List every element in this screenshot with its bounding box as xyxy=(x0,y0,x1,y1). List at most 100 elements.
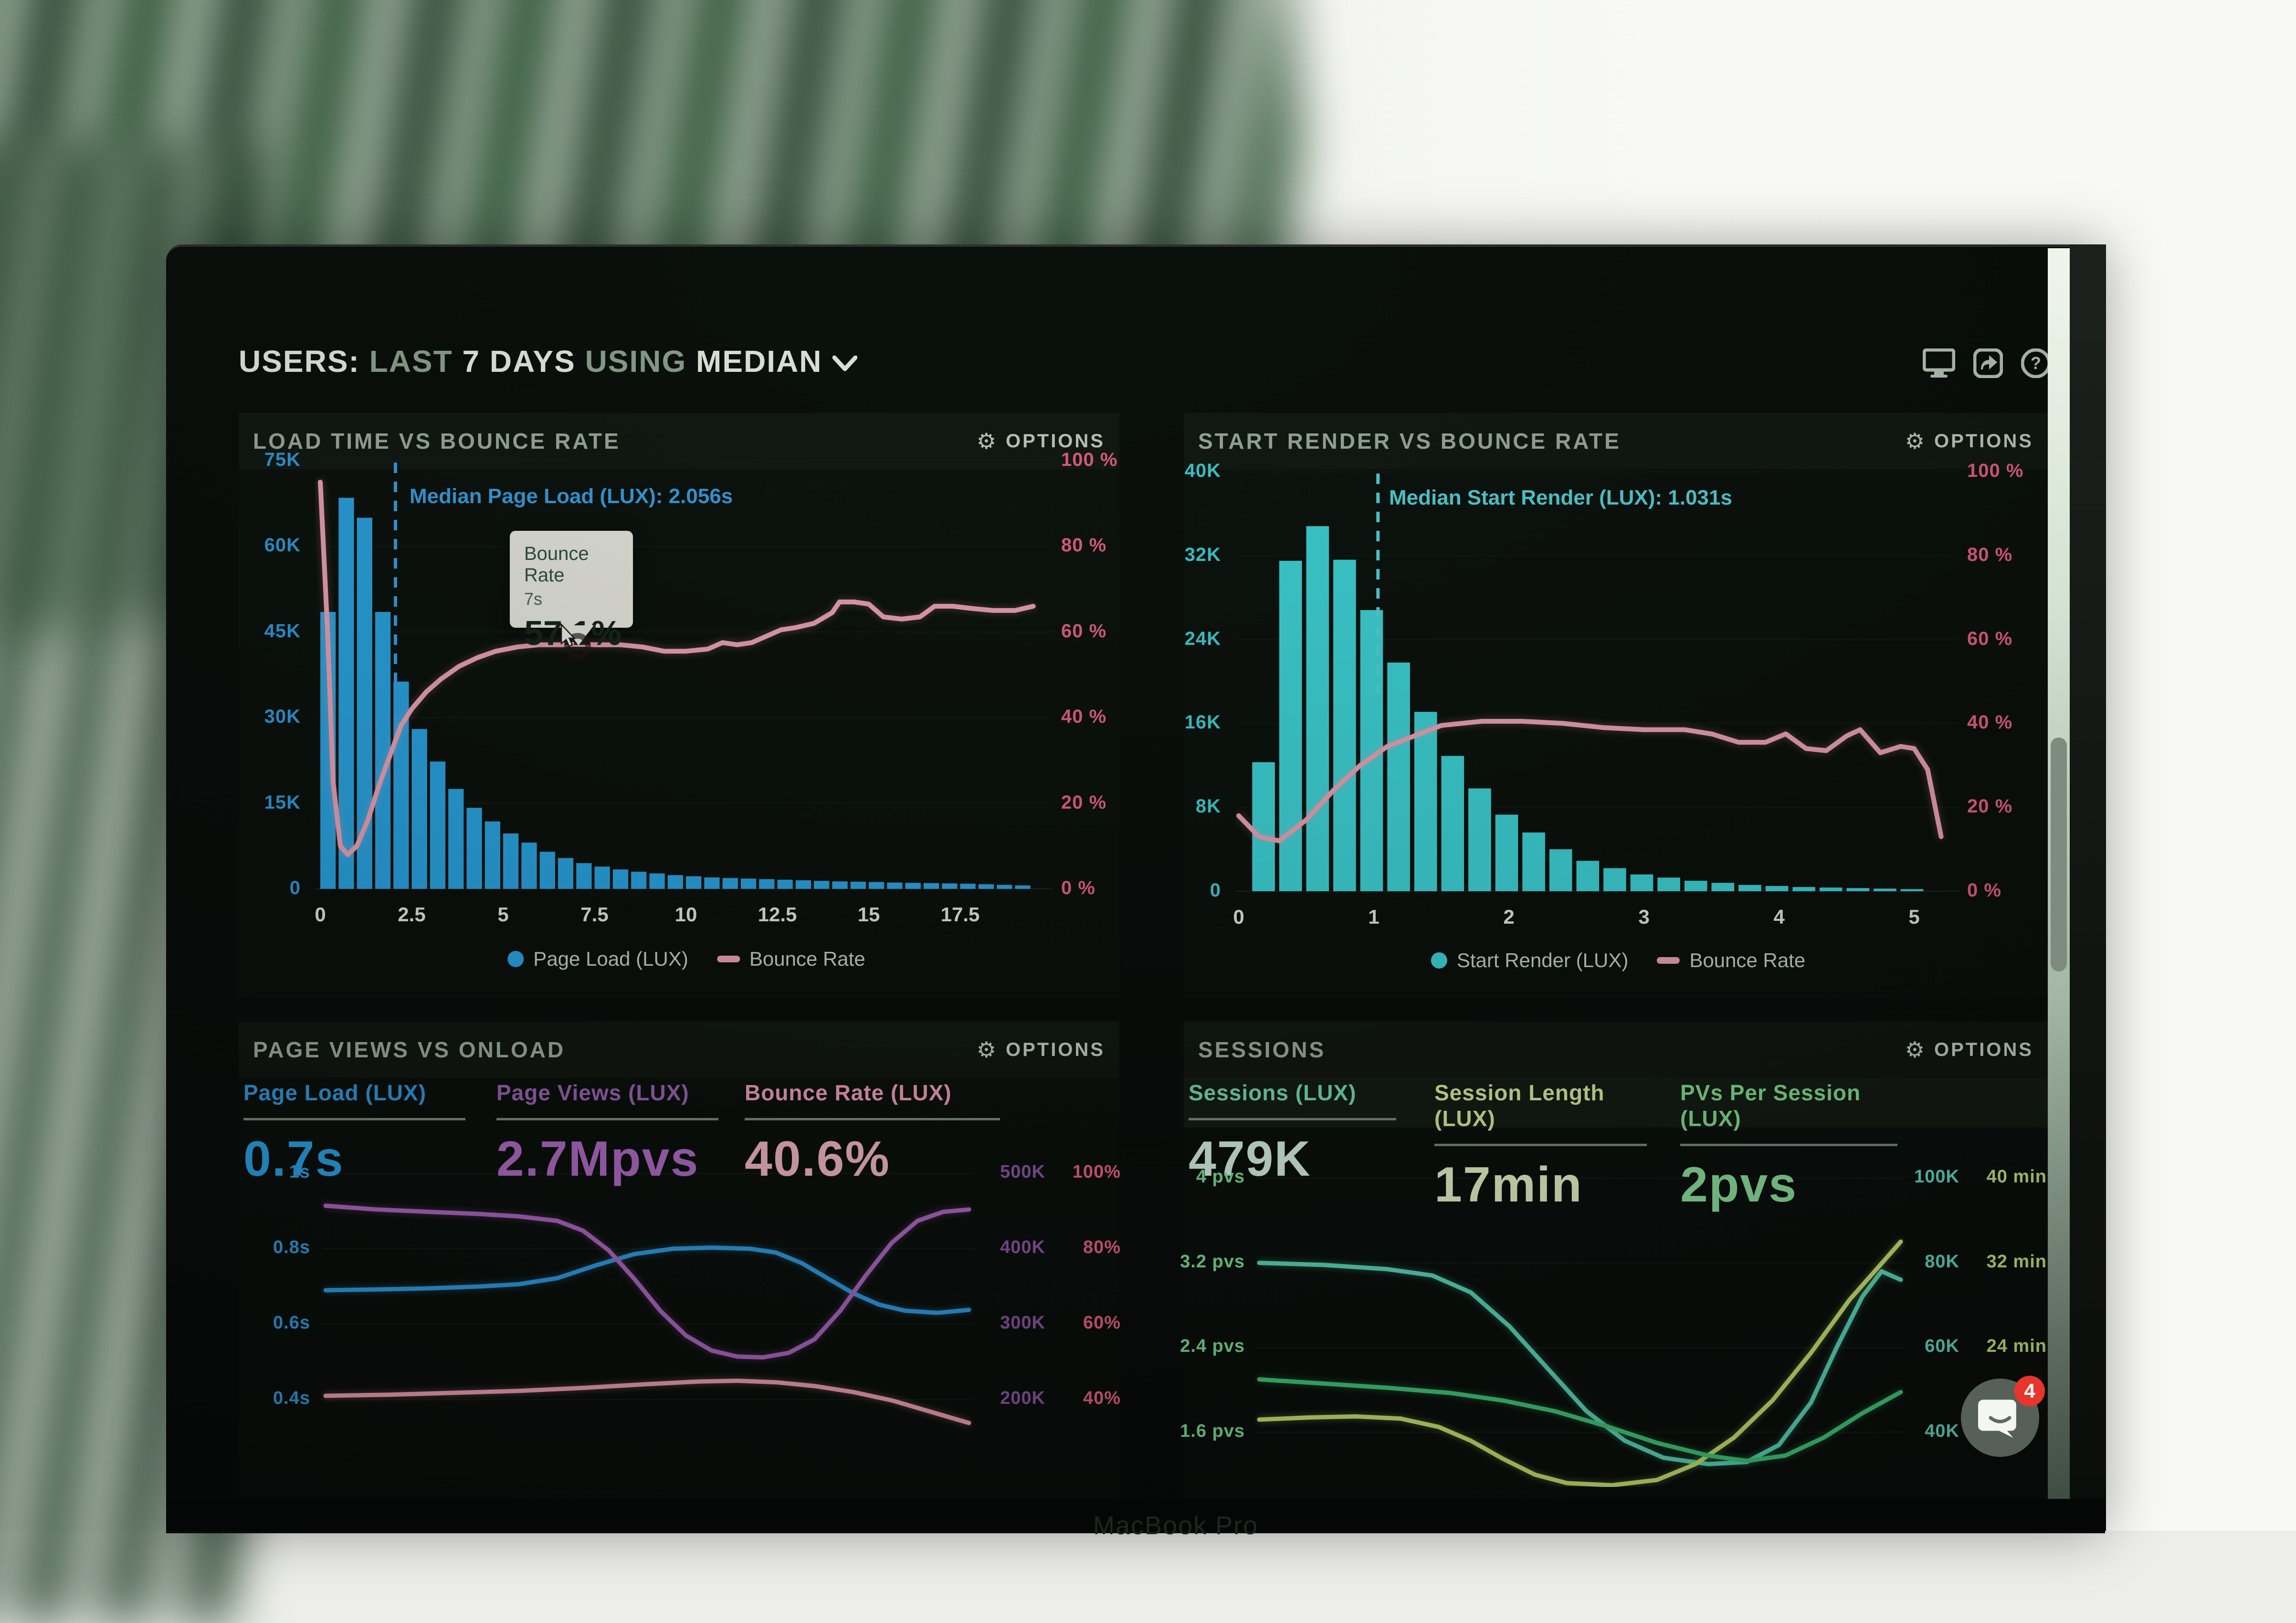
axis-tick-label: 0.4s xyxy=(273,1388,310,1408)
options-label: OPTIONS xyxy=(1934,430,2033,452)
axis-tick-label: 0.6s xyxy=(273,1313,310,1333)
gear-icon: ⚙ xyxy=(976,428,998,454)
laptop-bezel-bottom xyxy=(166,1499,2105,1531)
axis-tick-label: 8K xyxy=(1195,796,1221,817)
help-icon[interactable]: ? xyxy=(2021,348,2051,378)
metric-rule xyxy=(1189,1118,1396,1120)
intercom-chat-icon xyxy=(1978,1400,2016,1438)
axis-tick-label: 3.2 pvs xyxy=(1180,1251,1245,1272)
axis-tick-label: 24K xyxy=(1184,628,1221,649)
x-axis-tick-label: 0 xyxy=(315,903,326,926)
scrollbar-thumb[interactable] xyxy=(2051,738,2067,971)
x-axis-tick-label: 1 xyxy=(1368,906,1380,928)
axis-tick-label: 80 % xyxy=(1967,544,2013,565)
axis-tick-label: 15K xyxy=(264,791,301,813)
panel-title-page-views: PAGE VIEWS VS ONLOAD xyxy=(253,1037,566,1062)
header-title-segment: 7 DAYS xyxy=(453,344,576,379)
axis-tick-label: 45K xyxy=(264,620,301,642)
options-label: OPTIONS xyxy=(1005,430,1105,452)
options-label: OPTIONS xyxy=(1005,1039,1105,1060)
axis-tick-label: 60 % xyxy=(1967,628,2013,649)
axis-tick-label: 200K xyxy=(1000,1388,1045,1408)
axis-tick-label: 100 % xyxy=(1061,449,1118,470)
bounce-rate-tooltip: Bounce Rate 7s 57.1% xyxy=(510,531,633,653)
x-axis-tick-label: 12.5 xyxy=(758,903,797,926)
tooltip-series: Bounce Rate xyxy=(524,543,589,586)
axis-tick-label: 1s xyxy=(289,1162,310,1182)
axis-tick-label: 24 min xyxy=(1986,1336,2047,1356)
x-axis-tick-label: 7.5 xyxy=(580,903,609,926)
metric-value-page-views: 2.7Mpvs xyxy=(496,1131,699,1187)
legend-page-load: Page Load (LUX) xyxy=(507,948,688,970)
page-title: USERS: LAST 7 DAYS USING MEDIAN xyxy=(239,344,822,379)
metric-rule xyxy=(1434,1144,1647,1146)
axis-tick-label: 40 % xyxy=(1967,712,2013,733)
mouse-cursor-icon xyxy=(560,623,591,660)
x-axis-tick-label: 10 xyxy=(674,903,697,926)
axis-tick-label: 0 % xyxy=(1061,877,1095,898)
axis-tick-label: 60K xyxy=(1925,1336,1959,1356)
options-label: OPTIONS xyxy=(1934,1039,2033,1060)
options-button-start-render[interactable]: ⚙ OPTIONS xyxy=(1905,430,2033,452)
metric-value-page-load: 0.7s xyxy=(243,1131,344,1187)
axis-tick-label: 100 % xyxy=(1967,460,2024,481)
axis-tick-label: 4 pvs xyxy=(1196,1167,1245,1187)
axis-tick-label: 0.8s xyxy=(273,1237,310,1257)
axis-tick-label: 80 % xyxy=(1061,535,1107,556)
x-axis-tick-label: 5 xyxy=(497,903,509,926)
metric-value-session-length: 17min xyxy=(1434,1157,1583,1212)
axis-tick-label: 40K xyxy=(1925,1421,1959,1441)
axis-tick-label: 0 % xyxy=(1967,880,2001,901)
panel-title-sessions: SESSIONS xyxy=(1198,1037,1326,1062)
options-button-sessions[interactable]: ⚙ OPTIONS xyxy=(1905,1039,2033,1061)
metric-label-page-load: Page Load (LUX) xyxy=(243,1080,427,1105)
gear-icon: ⚙ xyxy=(1905,1037,1927,1063)
x-axis-tick-label: 2.5 xyxy=(398,903,426,926)
legend-dash-icon xyxy=(716,956,740,962)
metric-rule xyxy=(243,1118,465,1120)
svg-text:?: ? xyxy=(2031,353,2041,373)
legend-bounce-rate: Bounce Rate xyxy=(716,948,865,970)
panel-title-start-render: START RENDER VS BOUNCE RATE xyxy=(1198,429,1621,453)
axis-tick-label: 60K xyxy=(264,535,301,556)
axis-tick-label: 20 % xyxy=(1061,791,1107,813)
axis-tick-label: 0 xyxy=(289,877,301,898)
header-title-segment: MEDIAN xyxy=(686,344,822,379)
start-render-histogram xyxy=(1235,472,1959,892)
page-views-line-chart xyxy=(321,1173,974,1425)
x-axis-tick-label: 5 xyxy=(1908,906,1920,928)
axis-tick-label: 100% xyxy=(1072,1162,1121,1182)
axis-tick-label: 80% xyxy=(1083,1237,1121,1257)
axis-tick-label: 16K xyxy=(1184,712,1221,733)
chat-launcher-button[interactable] xyxy=(1961,1379,2039,1457)
x-axis-tick-label: 3 xyxy=(1638,906,1650,928)
axis-tick-label: 40 % xyxy=(1061,706,1107,727)
axis-tick-label: 500K xyxy=(1000,1162,1045,1182)
metric-label-page-views: Page Views (LUX) xyxy=(496,1080,689,1105)
x-axis-tick-label: 17.5 xyxy=(940,903,980,926)
laptop-bezel-right xyxy=(2070,244,2106,1531)
metric-rule xyxy=(1680,1144,1897,1146)
axis-tick-label: 0 xyxy=(1210,880,1221,901)
options-button-load-time[interactable]: ⚙ OPTIONS xyxy=(977,430,1105,452)
axis-tick-label: 80K xyxy=(1925,1251,1959,1272)
metric-value-pvs-per-session: 2pvs xyxy=(1680,1157,1798,1212)
header-title-segment: USING xyxy=(575,344,687,379)
share-icon[interactable] xyxy=(1973,348,2003,378)
legend-dash-icon xyxy=(1657,957,1680,964)
gear-icon: ⚙ xyxy=(976,1037,998,1063)
axis-tick-label: 32 min xyxy=(1986,1251,2047,1272)
metric-value-sessions: 479K xyxy=(1189,1131,1311,1187)
options-button-page-views[interactable]: ⚙ OPTIONS xyxy=(977,1039,1105,1061)
legend-dot-icon xyxy=(1431,952,1447,969)
display-icon[interactable] xyxy=(1923,348,1955,378)
axis-tick-label: 40% xyxy=(1083,1388,1121,1408)
chevron-down-icon[interactable] xyxy=(832,356,858,372)
x-axis-tick-label: 15 xyxy=(857,903,880,926)
axis-tick-label: 32K xyxy=(1184,544,1221,565)
chat-notification-badge[interactable]: 4 xyxy=(2014,1376,2045,1406)
x-axis-tick-label: 0 xyxy=(1233,906,1244,928)
legend-start-render: Start Render (LUX) xyxy=(1431,949,1628,972)
axis-tick-label: 40K xyxy=(1184,460,1221,481)
axis-tick-label: 20 % xyxy=(1967,796,2013,817)
